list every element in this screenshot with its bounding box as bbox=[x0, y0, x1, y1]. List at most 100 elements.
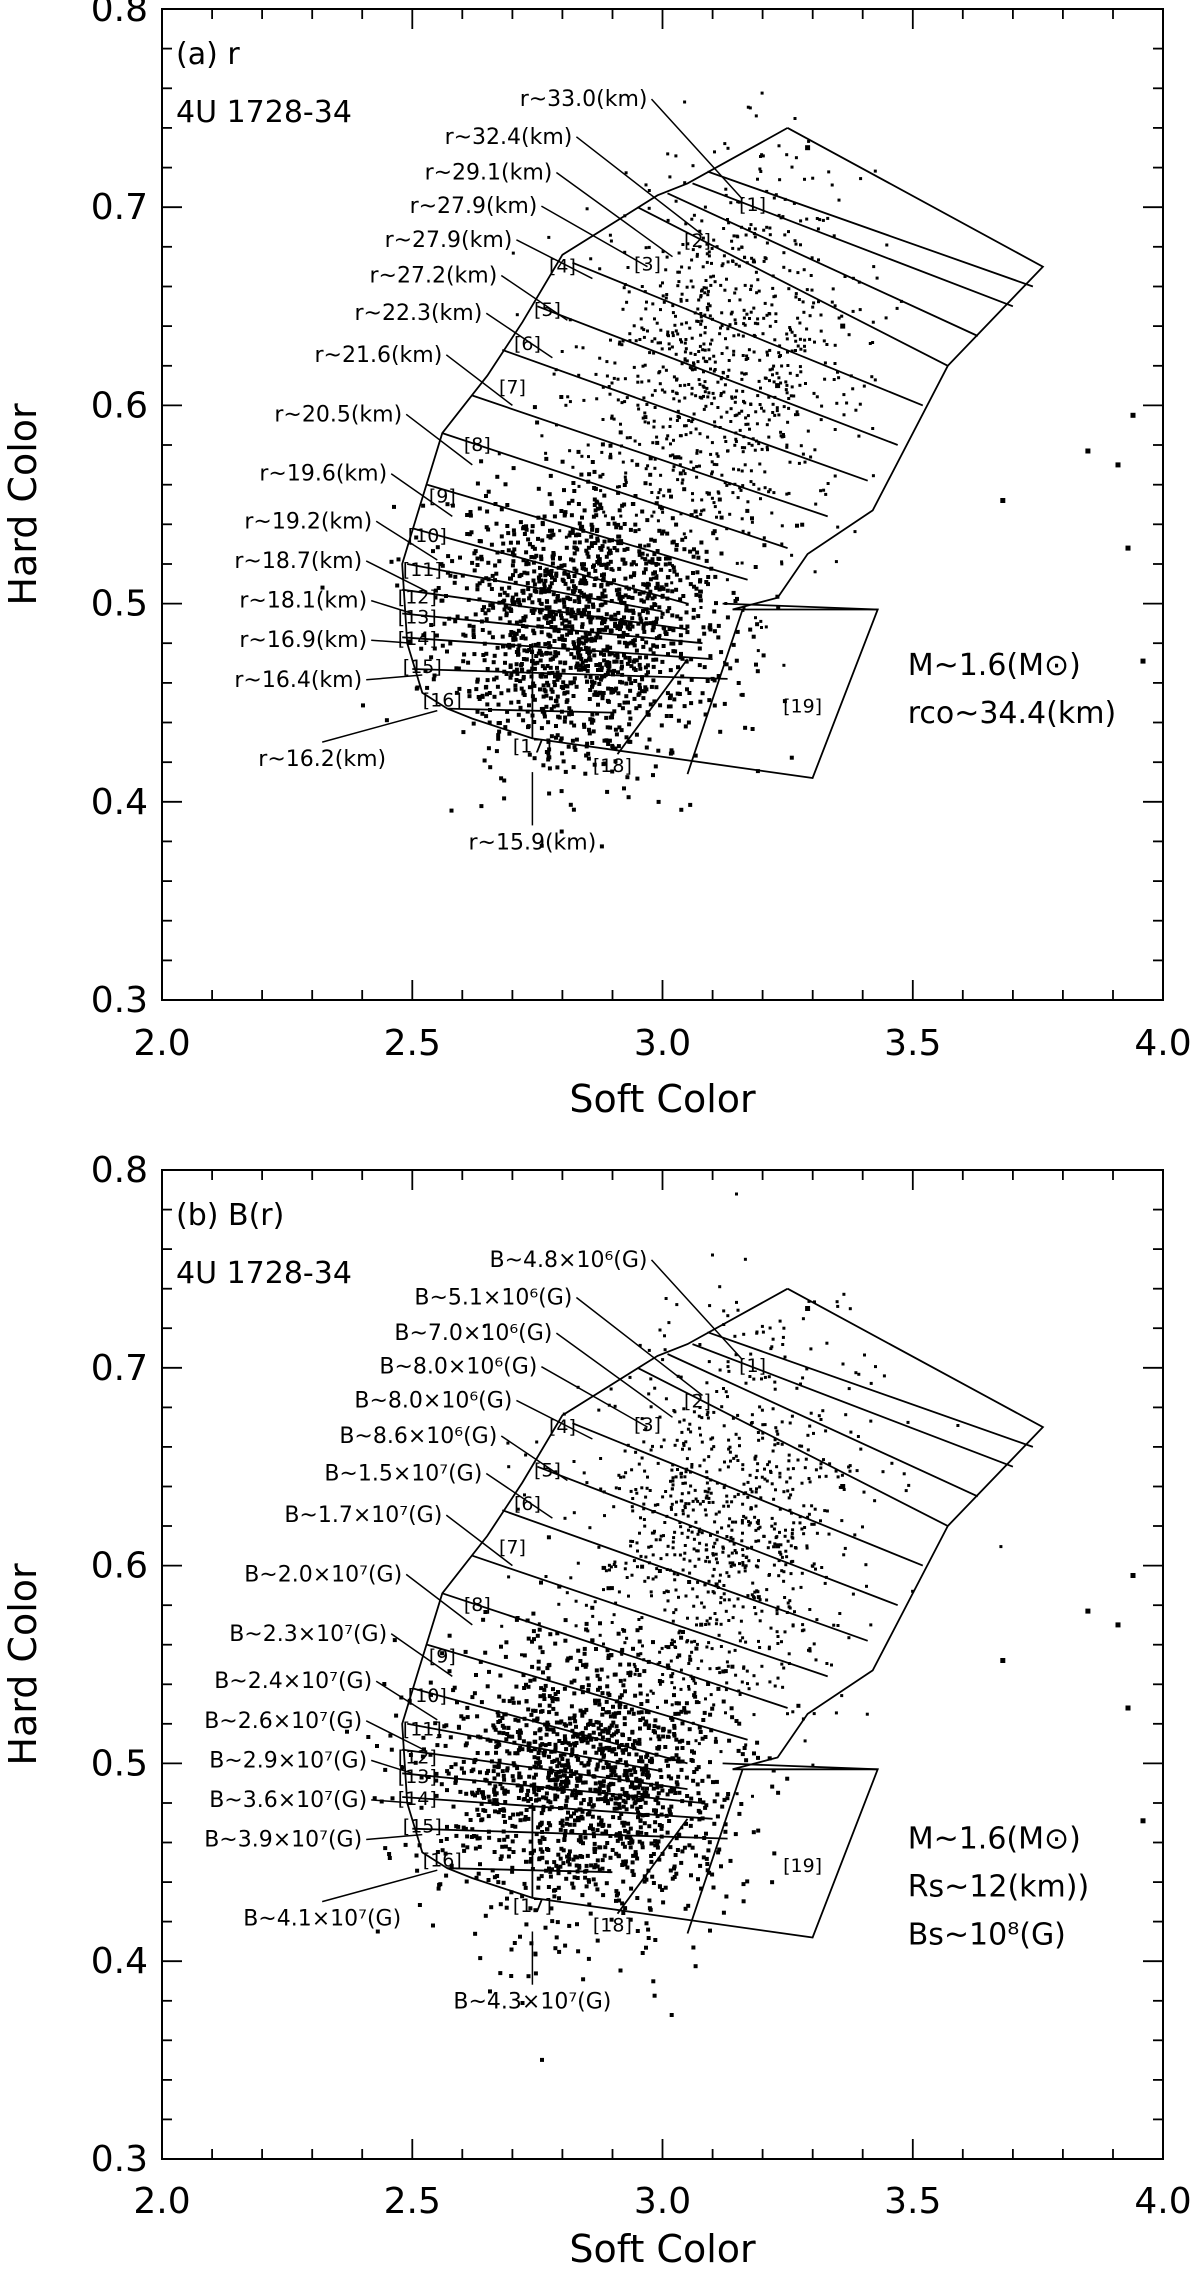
data-point bbox=[778, 1550, 782, 1554]
data-point bbox=[715, 1530, 719, 1534]
data-point bbox=[471, 624, 476, 629]
data-point bbox=[443, 1743, 448, 1748]
data-point bbox=[590, 460, 595, 464]
data-point bbox=[579, 657, 584, 661]
data-point bbox=[522, 693, 527, 697]
data-point bbox=[601, 1790, 606, 1794]
data-point bbox=[754, 1454, 758, 1458]
data-point bbox=[494, 749, 499, 754]
data-point bbox=[716, 1850, 721, 1855]
data-point bbox=[595, 1864, 600, 1869]
data-point bbox=[587, 727, 591, 732]
data-point bbox=[627, 1594, 630, 1598]
data-point bbox=[628, 1917, 633, 1922]
data-point bbox=[836, 525, 840, 529]
data-point bbox=[612, 1563, 616, 1566]
data-point bbox=[859, 177, 863, 181]
data-point bbox=[536, 1666, 541, 1671]
data-point bbox=[763, 1477, 767, 1481]
data-point bbox=[705, 1413, 709, 1417]
data-point bbox=[741, 1463, 745, 1467]
data-point bbox=[767, 1756, 772, 1761]
data-point bbox=[569, 607, 574, 612]
data-point bbox=[803, 349, 807, 353]
data-point bbox=[770, 1880, 775, 1885]
data-point bbox=[539, 652, 544, 657]
data-point bbox=[834, 560, 838, 564]
data-point bbox=[617, 1775, 622, 1780]
data-point bbox=[789, 1572, 793, 1576]
data-point bbox=[554, 1711, 559, 1716]
data-point bbox=[618, 1662, 623, 1667]
data-point bbox=[683, 341, 687, 345]
data-point bbox=[602, 674, 607, 679]
data-point bbox=[546, 683, 551, 688]
data-point bbox=[526, 1798, 531, 1803]
data-point bbox=[665, 255, 669, 259]
data-point bbox=[726, 1792, 731, 1796]
data-point bbox=[859, 1447, 863, 1451]
data-point bbox=[678, 1629, 682, 1633]
data-point bbox=[716, 490, 720, 494]
data-point bbox=[546, 757, 551, 762]
data-point bbox=[695, 1595, 699, 1599]
data-point bbox=[833, 343, 837, 347]
data-point bbox=[580, 660, 585, 665]
data-point bbox=[686, 720, 691, 725]
data-point bbox=[575, 661, 580, 666]
region-label: [8] bbox=[464, 434, 491, 456]
data-point bbox=[619, 1475, 623, 1479]
data-point bbox=[518, 679, 523, 684]
data-point bbox=[524, 1808, 529, 1812]
data-point bbox=[641, 1644, 644, 1648]
data-point bbox=[593, 1787, 598, 1792]
data-point bbox=[606, 668, 611, 673]
data-point bbox=[465, 532, 470, 536]
data-point bbox=[683, 181, 687, 185]
data-point bbox=[640, 556, 644, 560]
data-point bbox=[638, 1343, 642, 1347]
data-point bbox=[635, 1896, 640, 1900]
data-point bbox=[677, 680, 682, 685]
data-point bbox=[545, 680, 550, 685]
data-point bbox=[696, 1499, 700, 1503]
data-point bbox=[452, 580, 457, 585]
data-point bbox=[545, 1666, 550, 1671]
data-point bbox=[661, 510, 665, 514]
data-point bbox=[658, 1538, 662, 1542]
data-point bbox=[652, 419, 656, 423]
data-point bbox=[617, 1816, 622, 1820]
data-point bbox=[548, 1823, 553, 1828]
data-point bbox=[526, 1636, 531, 1641]
data-point bbox=[532, 1786, 536, 1791]
data-point bbox=[726, 260, 730, 264]
data-point bbox=[645, 1770, 650, 1775]
data-point bbox=[646, 1726, 651, 1730]
data-point bbox=[511, 1761, 516, 1766]
data-point bbox=[624, 1791, 629, 1795]
data-point bbox=[746, 422, 750, 426]
data-point bbox=[498, 1673, 503, 1678]
data-point bbox=[557, 1584, 562, 1589]
data-point bbox=[788, 1476, 792, 1480]
data-point bbox=[576, 608, 581, 613]
data-point bbox=[647, 1824, 652, 1829]
data-point bbox=[630, 1804, 635, 1809]
data-point bbox=[627, 608, 632, 613]
data-point bbox=[690, 1463, 694, 1466]
region-divider bbox=[707, 170, 1034, 288]
data-point bbox=[715, 1538, 719, 1542]
data-point bbox=[587, 697, 592, 701]
data-point bbox=[656, 1725, 661, 1730]
data-point bbox=[617, 1710, 622, 1715]
data-point bbox=[548, 528, 552, 533]
data-point bbox=[761, 154, 765, 158]
data-point bbox=[689, 460, 693, 464]
data-point bbox=[628, 1845, 633, 1850]
data-point bbox=[572, 1811, 576, 1816]
data-point bbox=[695, 570, 700, 575]
data-point bbox=[553, 1797, 558, 1802]
data-point bbox=[498, 1782, 503, 1787]
data-point bbox=[619, 1693, 624, 1698]
